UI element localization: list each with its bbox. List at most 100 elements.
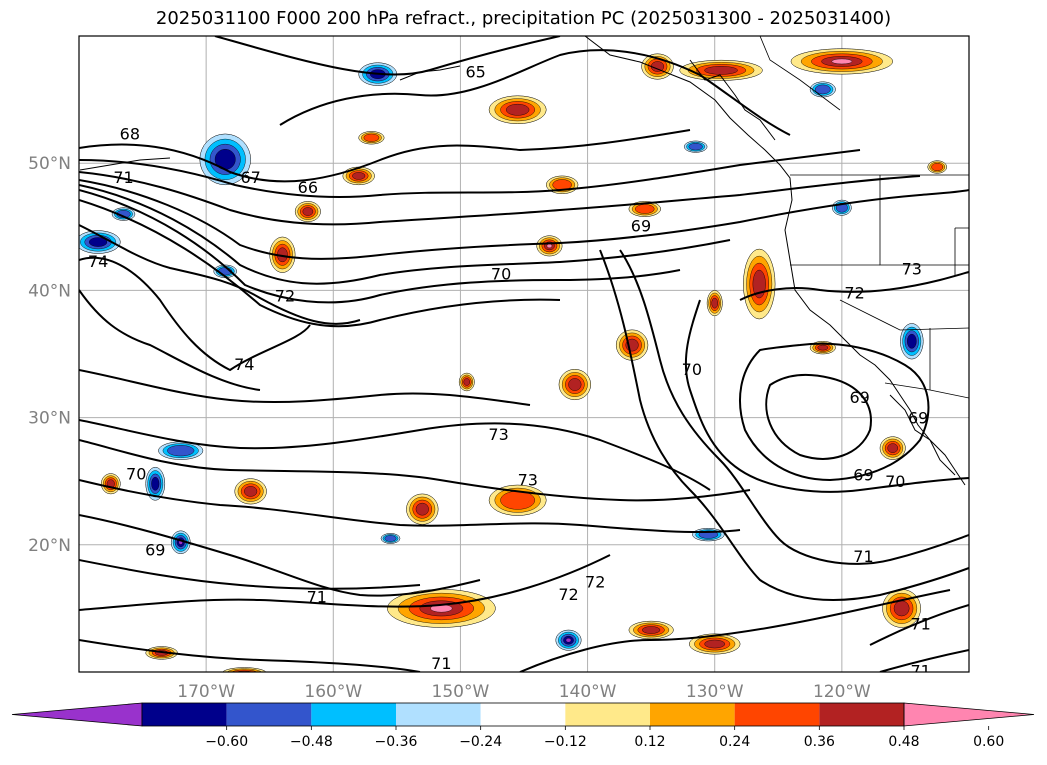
precip-positive-anomaly	[927, 160, 948, 174]
latitude-tick-labels: 50°N 40°N 30°N 20°N	[28, 154, 71, 556]
precip-positive-anomaly	[406, 493, 439, 525]
contour-value-label: 69	[145, 541, 165, 560]
colorbar-segment	[565, 703, 650, 726]
precipitation-fill	[79, 48, 948, 672]
contour-value-label: 72	[844, 284, 864, 303]
precip-negative-anomaly	[145, 466, 166, 501]
precip-contour-level	[650, 61, 665, 72]
colorbar-tick-label: 0.12	[634, 734, 665, 750]
precip-negative-anomaly	[111, 207, 136, 221]
colorbar-tick-label: −0.60	[205, 734, 248, 750]
contour-value-label: 71	[113, 168, 133, 187]
colorbar-tick-label: 0.24	[719, 734, 750, 750]
colorbar-extend-high	[903, 702, 1035, 727]
precip-contour-level	[167, 445, 195, 457]
precip-positive-anomaly	[628, 620, 674, 640]
precip-positive-anomaly	[488, 484, 547, 516]
precip-positive-anomaly	[790, 48, 893, 75]
contour-value-label: 73	[518, 471, 538, 490]
contour-value-label: 73	[902, 260, 922, 279]
colorbar-tick-label: −0.24	[459, 734, 502, 750]
lat-tick-label: 30°N	[28, 409, 71, 429]
precip-positive-anomaly	[743, 248, 776, 320]
precip-contour-level	[244, 486, 258, 497]
precip-contour-level	[688, 143, 703, 151]
precip-contour-level	[704, 66, 738, 75]
colorbar-segment	[480, 703, 566, 726]
map-frame	[78, 35, 970, 673]
precip-positive-anomaly	[706, 290, 723, 317]
precip-positive-anomaly	[358, 131, 385, 145]
contour-value-label: 71	[431, 654, 451, 673]
precip-negative-anomaly	[199, 133, 251, 186]
colorbar-segment	[819, 703, 904, 726]
colorbar-tick-label: −0.12	[544, 734, 587, 750]
lon-tick-label: 130°W	[686, 682, 744, 702]
contour-value-label: 72	[585, 572, 605, 591]
lat-tick-label: 20°N	[28, 536, 71, 556]
chart-title: 2025031100 F000 200 hPa refract., precip…	[155, 8, 892, 29]
precip-contour-level	[887, 443, 899, 453]
contour-value-label: 69	[849, 388, 869, 407]
colorbar-segment	[734, 703, 820, 726]
precip-contour-level	[831, 58, 853, 65]
colorbar: −0.60 −0.48 −0.36 −0.24 −0.12 0.12 0.24 0.36 0.4…	[11, 702, 1035, 750]
contour-value-label: 74	[234, 355, 254, 374]
contour-value-label: 67	[240, 168, 260, 187]
contour-value-label: 66	[298, 178, 318, 197]
contour-value-label: 69	[853, 466, 873, 485]
contour-value-label: 69	[908, 408, 928, 427]
contour-value-label: 69	[631, 216, 651, 235]
precip-contour-level	[363, 133, 380, 142]
precip-negative-anomaly	[380, 533, 401, 544]
precip-contour-level	[907, 333, 917, 349]
lat-tick-label: 40°N	[28, 281, 71, 301]
precip-contour-level	[711, 297, 718, 309]
lon-tick-label: 170°W	[177, 682, 235, 702]
colorbar-segment	[650, 703, 735, 726]
contour-value-label: 73	[488, 425, 508, 444]
precip-contour-level	[463, 378, 471, 386]
contour-value-label: 70	[126, 464, 146, 483]
precip-contour-level	[931, 163, 944, 172]
precip-contour-level	[817, 344, 829, 351]
political-borders	[759, 36, 969, 399]
precip-contour-level	[565, 637, 572, 643]
precip-contour-level	[546, 243, 553, 249]
colorbar-segment	[311, 703, 396, 726]
colorbar-tick-label: −0.48	[290, 734, 333, 750]
lon-tick-label: 160°W	[304, 682, 362, 702]
precip-positive-anomaly	[488, 95, 547, 125]
precip-negative-anomaly	[900, 323, 924, 360]
map-area: 65 68 67 66 71 74 72 70 69 73 72 74 70 69 69 73 73 69 70 70…	[79, 36, 969, 673]
lon-tick-label: 120°W	[813, 682, 871, 702]
precip-negative-anomaly	[158, 441, 204, 460]
colorbar-segment	[396, 703, 481, 726]
colorbar-segment	[226, 703, 312, 726]
precip-negative-anomaly	[692, 528, 725, 542]
precip-positive-anomaly	[558, 369, 591, 401]
colorbar-tick-label: 0.36	[804, 734, 835, 750]
refractivity-contours	[79, 36, 969, 672]
precip-contour-level	[151, 476, 160, 491]
colorbar-segment	[142, 703, 227, 726]
precip-negative-anomaly	[809, 81, 836, 98]
precip-contour-level	[352, 172, 366, 180]
contour-value-label: 71	[307, 588, 327, 607]
colorbar-extend-low	[11, 702, 143, 727]
precip-contour-level	[506, 103, 530, 116]
precip-positive-anomaly	[458, 372, 475, 392]
contour-value-label: 74	[88, 252, 108, 271]
precip-positive-anomaly	[222, 667, 267, 672]
precip-positive-anomaly	[294, 201, 321, 222]
colorbar-tick-label: 0.48	[888, 734, 919, 750]
precip-contour-level	[635, 204, 655, 214]
contour-value-label: 72	[558, 585, 578, 604]
contour-value-label: 71	[911, 614, 931, 633]
precip-contour-level	[415, 502, 429, 516]
contour-value-label: 70	[491, 265, 511, 284]
contour-value-label: 65	[466, 62, 486, 81]
colorbar-tick-label: 0.60	[973, 734, 1004, 750]
precip-positive-anomaly	[101, 473, 121, 495]
